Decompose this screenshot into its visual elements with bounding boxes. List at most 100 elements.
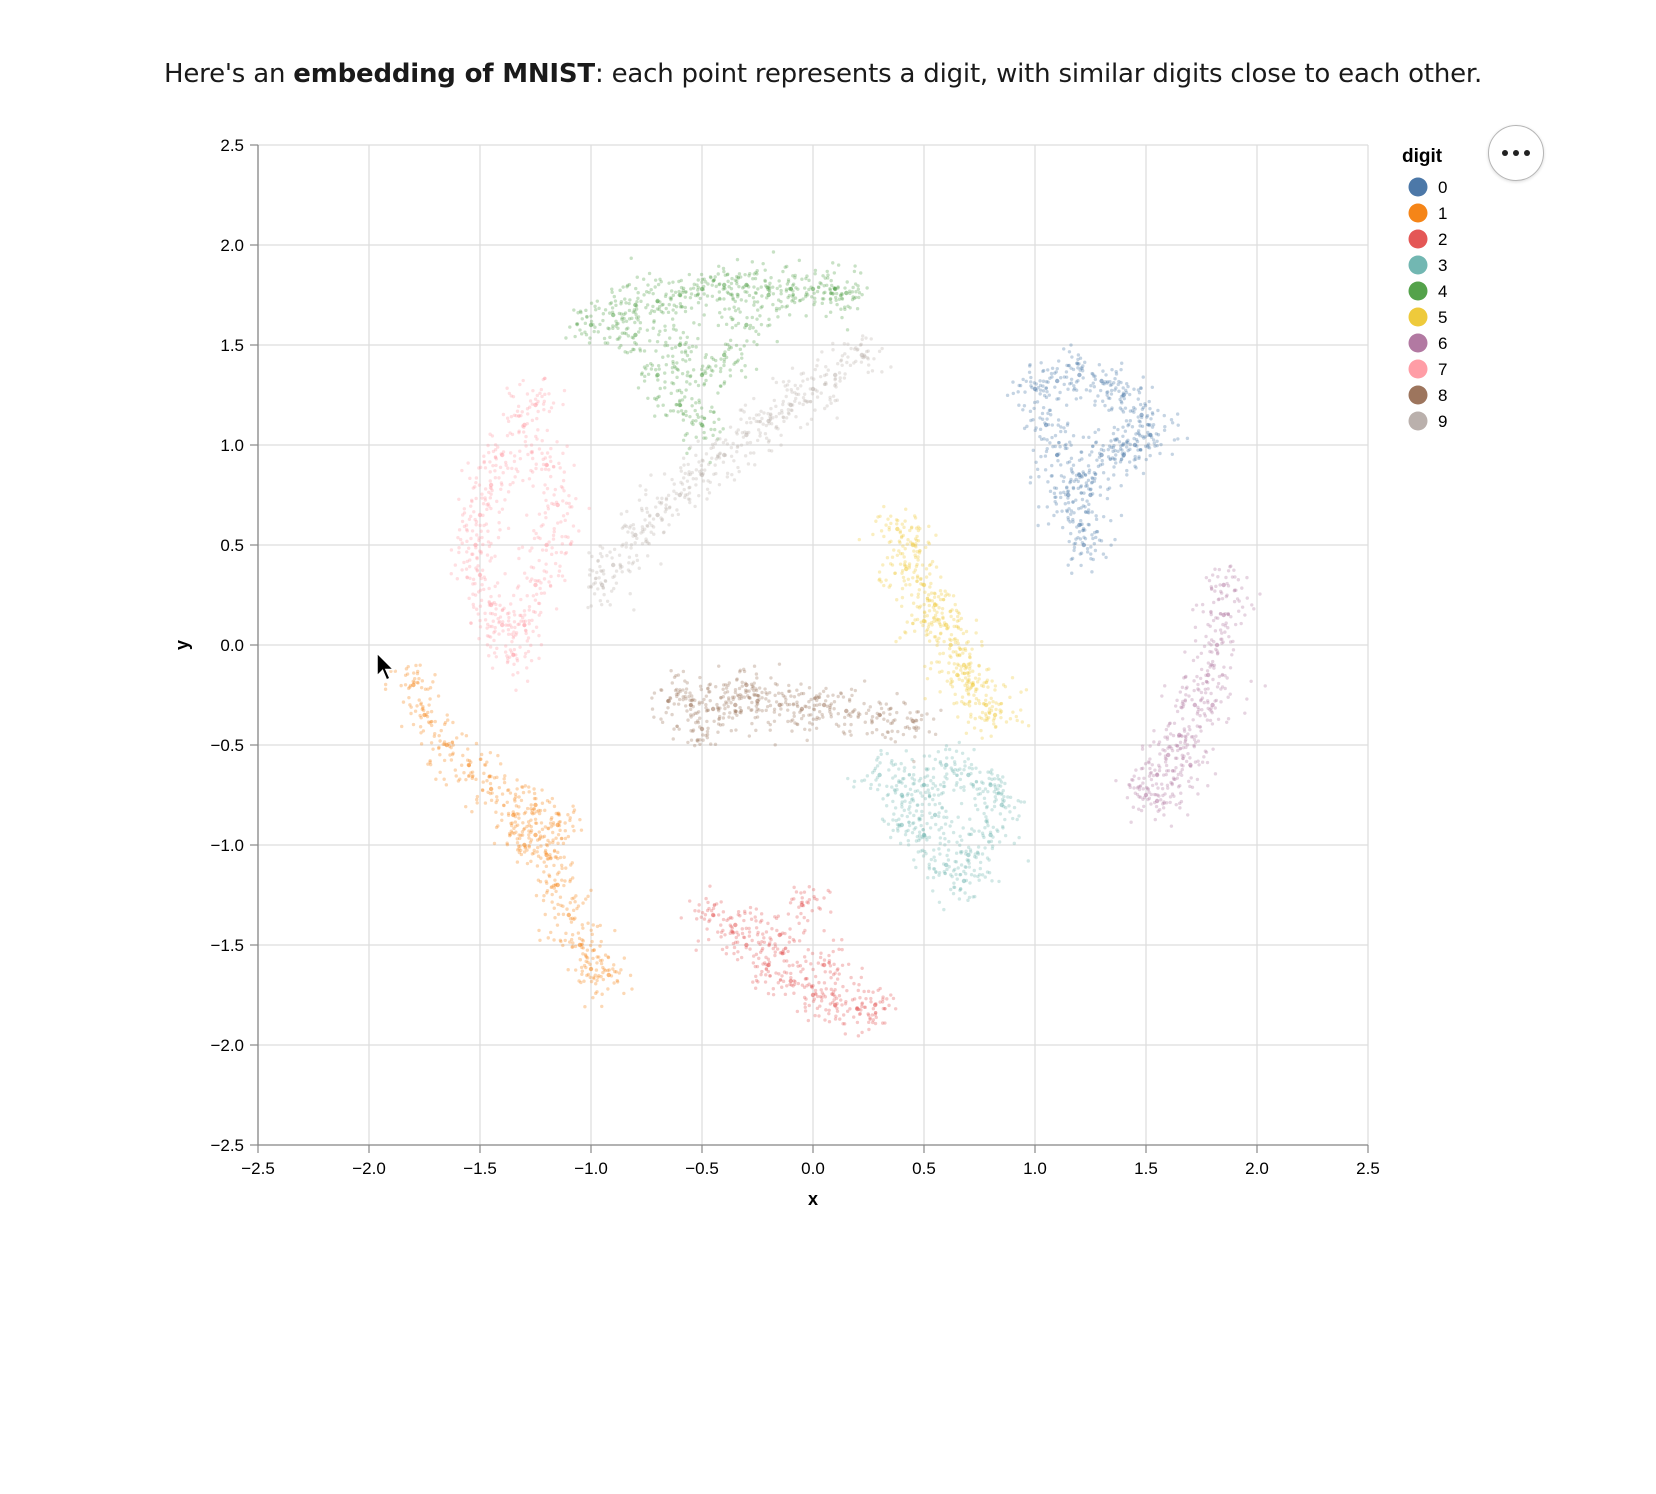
data-point xyxy=(681,412,685,416)
data-point xyxy=(495,499,499,504)
data-point xyxy=(415,680,420,685)
data-point xyxy=(670,346,674,351)
data-point xyxy=(1163,425,1167,429)
data-point xyxy=(579,332,584,336)
data-point xyxy=(945,853,949,858)
data-point xyxy=(1115,437,1119,441)
data-point xyxy=(797,921,801,926)
data-point xyxy=(683,342,687,347)
data-point xyxy=(438,752,442,757)
data-point xyxy=(811,983,815,988)
data-point xyxy=(726,696,731,700)
data-point xyxy=(838,376,842,380)
data-point xyxy=(1120,451,1125,456)
data-point xyxy=(792,991,796,995)
data-point xyxy=(747,930,752,934)
data-point xyxy=(744,322,749,328)
data-point xyxy=(745,290,749,294)
data-point xyxy=(489,541,493,546)
data-point xyxy=(669,289,674,293)
data-point xyxy=(1084,510,1088,514)
data-point xyxy=(992,712,998,718)
data-point xyxy=(772,707,777,711)
data-point xyxy=(722,297,726,301)
data-point xyxy=(881,997,885,1001)
data-point xyxy=(888,707,893,711)
data-point xyxy=(1181,705,1185,709)
data-point xyxy=(1082,535,1086,539)
data-point xyxy=(850,693,854,698)
data-point xyxy=(1062,490,1066,495)
data-point xyxy=(1008,695,1012,700)
data-point xyxy=(978,770,982,774)
data-point xyxy=(870,1013,875,1017)
data-point xyxy=(1201,681,1205,686)
data-point xyxy=(820,712,824,717)
data-point xyxy=(743,364,747,368)
data-point xyxy=(883,1007,887,1011)
data-point xyxy=(799,902,805,908)
data-point xyxy=(822,896,826,900)
data-point xyxy=(522,571,527,575)
data-point xyxy=(1070,571,1074,575)
data-point xyxy=(775,947,780,951)
data-point xyxy=(829,976,833,980)
data-point xyxy=(852,785,856,789)
data-point xyxy=(861,334,865,338)
data-point xyxy=(963,702,967,707)
data-point xyxy=(912,570,916,575)
data-point xyxy=(688,497,692,502)
data-point xyxy=(967,688,971,692)
data-point xyxy=(780,305,784,309)
data-point xyxy=(1137,456,1141,461)
data-point xyxy=(1137,391,1142,395)
data-point xyxy=(465,758,470,762)
data-point xyxy=(588,966,594,972)
data-point xyxy=(663,343,667,348)
data-point xyxy=(890,721,895,725)
data-point xyxy=(617,337,621,341)
data-point xyxy=(1081,504,1086,508)
data-point xyxy=(875,764,880,768)
data-point xyxy=(780,702,784,707)
data-point xyxy=(503,498,507,502)
data-point xyxy=(961,662,967,668)
data-point xyxy=(885,751,889,756)
data-point xyxy=(901,732,906,737)
data-point xyxy=(883,1006,887,1011)
data-point xyxy=(492,776,497,780)
data-point xyxy=(1053,499,1057,504)
data-point xyxy=(728,915,733,920)
data-point xyxy=(935,643,939,648)
data-point xyxy=(964,865,968,869)
data-point xyxy=(527,845,531,849)
data-point xyxy=(805,984,809,988)
data-point xyxy=(989,708,994,713)
data-point xyxy=(551,401,556,405)
data-point xyxy=(485,507,489,512)
data-point xyxy=(1118,460,1123,464)
data-point xyxy=(840,354,845,358)
data-point xyxy=(490,434,495,438)
data-point xyxy=(917,833,922,838)
data-point xyxy=(599,939,603,944)
data-point xyxy=(839,358,844,362)
data-point xyxy=(1094,535,1098,540)
data-point xyxy=(760,696,764,700)
data-point xyxy=(941,597,946,602)
data-point xyxy=(690,397,694,401)
data-point xyxy=(1212,666,1216,670)
data-point xyxy=(649,473,653,477)
data-point xyxy=(697,469,702,474)
data-point xyxy=(1214,642,1220,648)
data-point xyxy=(736,358,740,362)
data-point xyxy=(690,404,694,408)
data-point xyxy=(483,763,488,767)
data-point xyxy=(958,887,963,891)
data-point xyxy=(1198,713,1202,718)
data-point xyxy=(524,434,528,439)
data-point xyxy=(677,400,682,404)
data-point xyxy=(769,676,773,680)
data-point xyxy=(1141,471,1146,476)
data-point xyxy=(725,290,730,294)
